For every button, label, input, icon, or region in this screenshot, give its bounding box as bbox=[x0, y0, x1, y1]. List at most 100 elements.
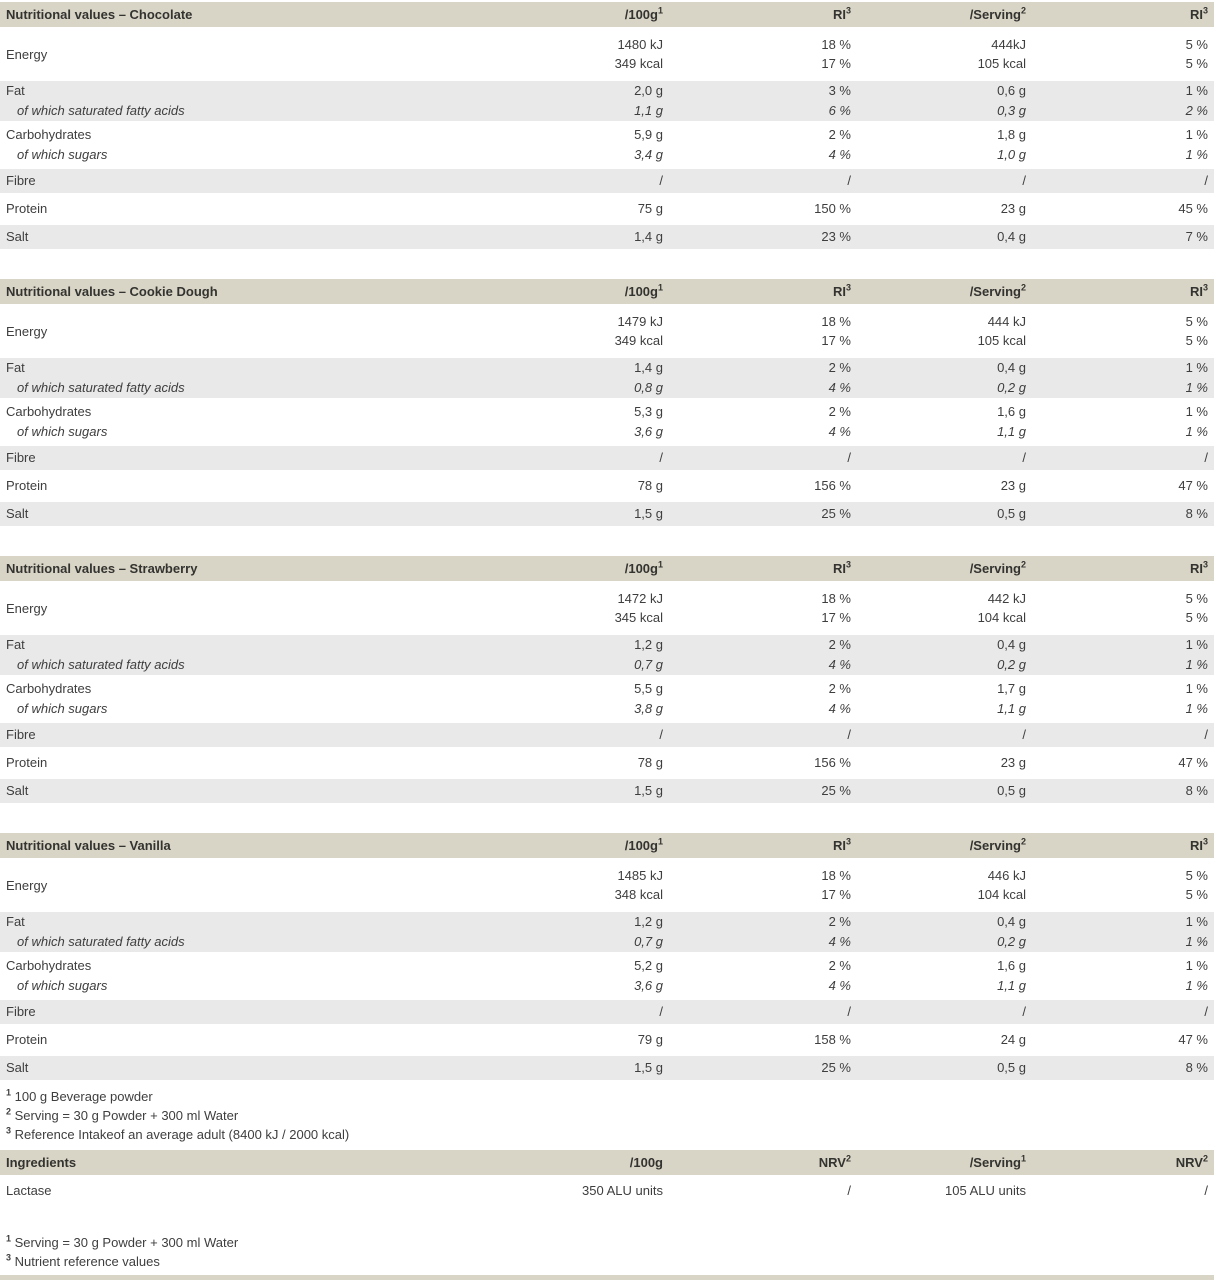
nutrient-values: 18 % 17 % bbox=[663, 35, 851, 73]
nutrient-label: Energy bbox=[6, 877, 48, 893]
nutrient-value: / bbox=[847, 727, 851, 742]
row-group-fibre: Fibre / / / / bbox=[0, 169, 1214, 193]
column-header-ri: RI3 bbox=[832, 5, 851, 22]
nutrient-value: / bbox=[1022, 450, 1026, 465]
column-header--100g: /100g bbox=[629, 1155, 663, 1170]
value-line-2: 349 kcal bbox=[614, 56, 663, 71]
ingredient-row: Lactase 350 ALU units / 105 ALU units / bbox=[0, 1179, 1214, 1203]
nutrient-label: Fibre bbox=[6, 1004, 36, 1019]
nutrient-value: / bbox=[659, 727, 663, 742]
nutrient-value: 156 % bbox=[814, 478, 851, 493]
row-group-energy: Energy 1479 kJ 349 kcal 18 % 17 % 444 kJ 105 k… bbox=[0, 308, 1214, 354]
nutrient-row: Fibre / / / / bbox=[0, 723, 1214, 747]
value-line-2: 5 % bbox=[1185, 610, 1208, 625]
nutrient-subvalue: 1,0 g bbox=[997, 147, 1026, 162]
ingredient-value: 105 ALU units bbox=[945, 1183, 1026, 1198]
nutrition-table-nutritional-values-chocolate: Nutritional values – Chocolate/100g1 RI3 /… bbox=[0, 2, 1214, 249]
nutrient-subvalue: 4 % bbox=[828, 934, 851, 949]
nutrient-value: / bbox=[1022, 727, 1026, 742]
ingredients-table: Ingredients/100g NRV2/Serving1 NRV2 Lactase… bbox=[0, 1150, 1214, 1203]
nutrition-footnotes: 1 100 g Beverage powder 2 Serving = 30 g … bbox=[0, 1087, 1214, 1144]
table-header-row: Nutritional values – Strawberry/100g1 RI3… bbox=[0, 556, 1214, 581]
nutrient-value: 1 % bbox=[1185, 83, 1208, 98]
value-line-1: 442 kJ bbox=[987, 591, 1026, 606]
nutrient-value: 47 % bbox=[1178, 755, 1208, 770]
column-header-sup: 3 bbox=[1202, 282, 1208, 293]
nutrient-value: 158 % bbox=[814, 1032, 851, 1047]
value-line-1: 5 % bbox=[1185, 868, 1208, 883]
column-header-sup: 3 bbox=[1202, 836, 1208, 847]
nutrient-value: / bbox=[659, 173, 663, 188]
nutrient-row: Fat 1,2 g 2 % 0,4 g 1 % bbox=[0, 635, 1214, 655]
nutrient-label: Salt bbox=[6, 783, 29, 798]
row-group-fibre: Fibre / / / / bbox=[0, 1000, 1214, 1024]
value-line-2: 17 % bbox=[821, 333, 851, 348]
nutrition-tables: Nutritional values – Chocolate/100g1 RI3 /… bbox=[0, 2, 1214, 1080]
nutrient-value: 0,4 g bbox=[997, 637, 1026, 652]
nutrient-subvalue: 3,4 g bbox=[634, 147, 663, 162]
row-group-fibre: Fibre / / / / bbox=[0, 446, 1214, 470]
nutrient-subvalue: 1,1 g bbox=[997, 701, 1026, 716]
nutrient-label: Protein bbox=[6, 478, 48, 493]
row-group-salt: Salt 1,5 g 25 % 0,5 g 8 % bbox=[0, 1056, 1214, 1080]
column-header-ri: RI3 bbox=[1189, 5, 1208, 22]
table-title: Nutritional values – Cookie Dough bbox=[6, 284, 218, 299]
next-section-header-edge bbox=[0, 1275, 1214, 1280]
column-header-sup: 2 bbox=[845, 1153, 851, 1164]
value-line-2: 17 % bbox=[821, 610, 851, 625]
value-line-2: 17 % bbox=[821, 56, 851, 71]
nutrient-label: Fat bbox=[6, 914, 25, 929]
row-group-fat: Fat 2,0 g 3 % 0,6 g 1 % of which saturated fa… bbox=[0, 81, 1214, 121]
value-line-1: 444kJ bbox=[991, 37, 1026, 52]
column-header-sup: 3 bbox=[845, 836, 851, 847]
row-group-fibre: Fibre / / / / bbox=[0, 723, 1214, 747]
nutrient-subvalue: 2 % bbox=[1185, 103, 1208, 118]
nutrient-value: 2 % bbox=[828, 637, 851, 652]
column-header-nrv: NRV2 bbox=[818, 1153, 851, 1170]
nutrient-value: / bbox=[1204, 727, 1208, 742]
nutrient-value: / bbox=[1204, 173, 1208, 188]
footnote-sup: 2 bbox=[6, 1106, 12, 1117]
footnote: 3 Nutrient reference values bbox=[6, 1252, 160, 1269]
value-line-2: 5 % bbox=[1185, 887, 1208, 902]
nutrient-values: 5 % 5 % bbox=[1026, 312, 1214, 350]
nutrient-subvalue: 1 % bbox=[1185, 978, 1208, 993]
nutrient-row: Salt 1,5 g 25 % 0,5 g 8 % bbox=[0, 779, 1214, 803]
column-header-sup: 3 bbox=[1202, 559, 1208, 570]
nutrient-sublabel: of which sugars bbox=[17, 978, 108, 993]
value-line-2: 348 kcal bbox=[614, 887, 663, 902]
nutrient-subvalue: 1 % bbox=[1185, 424, 1208, 439]
footnote: 1 100 g Beverage powder bbox=[6, 1087, 153, 1104]
nutrient-value: 1,4 g bbox=[634, 229, 663, 244]
nutrient-value: 5,9 g bbox=[634, 127, 663, 142]
footnote-sup: 1 bbox=[6, 1087, 12, 1098]
column-header--serving: /Serving2 bbox=[969, 5, 1026, 22]
nutrient-sublabel: of which saturated fatty acids bbox=[17, 103, 185, 118]
nutrient-row: Energy 1472 kJ 345 kcal 18 % 17 % 442 kJ 104 k… bbox=[0, 585, 1214, 631]
value-line-2: 17 % bbox=[821, 887, 851, 902]
nutrient-value: 1,5 g bbox=[634, 506, 663, 521]
nutrition-table-nutritional-values-vanilla: Nutritional values – Vanilla/100g1 RI3/Se… bbox=[0, 833, 1214, 1080]
value-line-2: 104 kcal bbox=[977, 887, 1026, 902]
nutrient-subrow: of which saturated fatty acids 0,8 g 4 % 0,… bbox=[0, 378, 1214, 398]
nutrient-sublabel: of which saturated fatty acids bbox=[17, 934, 185, 949]
value-line-1: 18 % bbox=[821, 314, 851, 329]
nutrient-row: Protein 78 g 156 % 23 g 47 % bbox=[0, 751, 1214, 775]
nutrient-label: Carbohydrates bbox=[6, 958, 92, 973]
nutrient-subvalue: 1 % bbox=[1185, 380, 1208, 395]
column-header-sup: 2 bbox=[1020, 836, 1026, 847]
nutrient-subvalue: 0,2 g bbox=[997, 657, 1026, 672]
nutrient-values: 1479 kJ 349 kcal bbox=[475, 312, 663, 350]
column-header-sup: 3 bbox=[845, 559, 851, 570]
column-header-sup: 1 bbox=[657, 836, 663, 847]
nutrient-value: 7 % bbox=[1185, 229, 1208, 244]
nutrient-values: 1485 kJ 348 kcal bbox=[475, 866, 663, 904]
nutrient-subrow: of which sugars 3,6 g 4 % 1,1 g 1 % bbox=[0, 976, 1214, 996]
nutrient-value: 5,5 g bbox=[634, 681, 663, 696]
row-group-energy: Energy 1485 kJ 348 kcal 18 % 17 % 446 kJ 104 k… bbox=[0, 862, 1214, 908]
value-line-1: 18 % bbox=[821, 37, 851, 52]
nutrient-value: 0,5 g bbox=[997, 783, 1026, 798]
nutrient-subvalue: 0,7 g bbox=[634, 934, 663, 949]
nutrient-value: / bbox=[847, 173, 851, 188]
